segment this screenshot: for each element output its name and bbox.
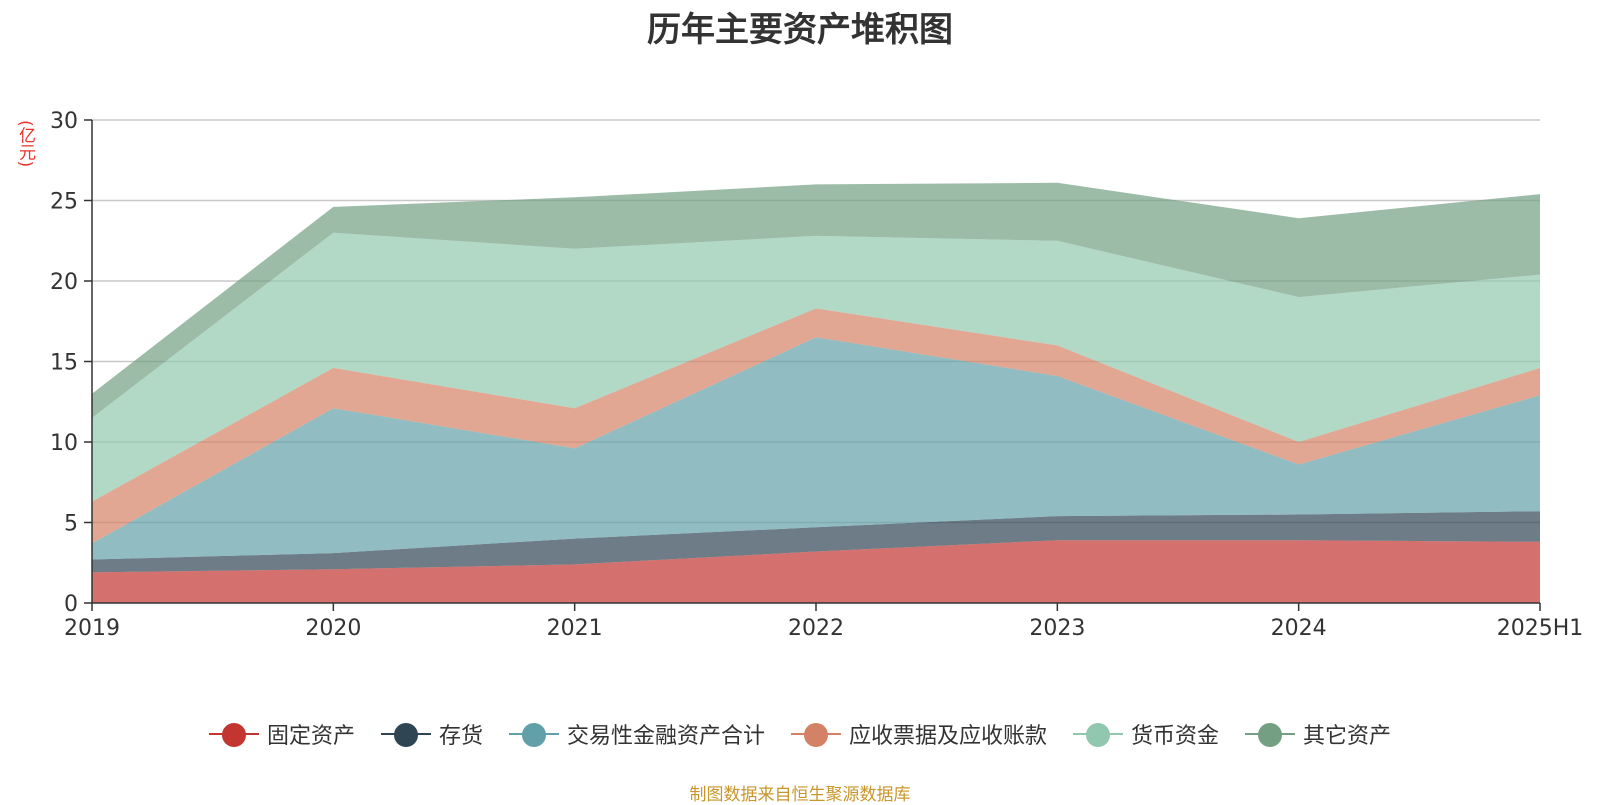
y-tick-label: 25: [50, 190, 78, 215]
legend-swatch-icon: [380, 720, 431, 748]
area-series-4: [92, 232, 1540, 502]
x-tick-label: 2019: [64, 616, 120, 641]
legend-item-5[interactable]: 其它资产: [1245, 718, 1391, 750]
source-note: 制图数据来自恒生聚源数据库: [689, 785, 911, 805]
legend-swatch-icon: [508, 720, 559, 748]
legend-label: 交易性金融资产合计: [566, 724, 765, 749]
area-series-3: [92, 308, 1540, 544]
area-series-0: [92, 540, 1540, 603]
y-tick-label: 5: [64, 512, 78, 537]
x-tick-label: 2025H1: [1497, 616, 1584, 641]
legend-item-0[interactable]: 固定资产: [208, 718, 355, 750]
area-series-layer: [92, 182, 1540, 603]
x-tick-label: 2024: [1271, 616, 1327, 641]
legend-swatch-icon: [791, 720, 841, 748]
legend-swatch-icon: [208, 720, 259, 748]
y-tick-label: 15: [50, 351, 78, 376]
area-series-2: [92, 337, 1540, 560]
y-tick-label: 0: [64, 592, 78, 617]
x-tick-label: 2021: [547, 616, 603, 641]
area-series-1: [92, 511, 1540, 573]
y-tick-label: 20: [50, 270, 78, 295]
legend-label: 存货: [438, 724, 483, 749]
chart-title: 历年主要资产堆积图: [647, 10, 953, 50]
legend-label: 其它资产: [1303, 724, 1392, 749]
legend-label: 应收票据及应收账款: [849, 724, 1048, 749]
legend-swatch-icon: [1245, 720, 1296, 748]
legend-label: 固定资产: [266, 724, 355, 749]
x-tick-label: 2020: [305, 616, 361, 641]
legend: 固定资产 存货 交易性金融资产合计 应收票据及应收账款 货币资金 其它资产: [0, 718, 1600, 750]
legend-item-4[interactable]: 货币资金: [1073, 718, 1219, 750]
area-series-5: [92, 182, 1540, 418]
legend-swatch-icon: [1073, 720, 1124, 748]
axes: 0 5 10 15 20 25 30 2019 2020 2021 2022 2023 2024 2025…: [50, 109, 1583, 641]
y-axis-unit-label: (亿元): [15, 120, 35, 168]
legend-item-2[interactable]: 交易性金融资产合计: [508, 718, 765, 750]
x-tick-label: 2022: [788, 616, 844, 641]
y-tick-label: 10: [50, 431, 78, 456]
legend-item-3[interactable]: 应收票据及应收账款: [791, 718, 1047, 750]
x-tick-label: 2023: [1029, 616, 1085, 641]
stacked-area-chart: 0 5 10 15 20 25 30 2019 2020 2021 2022 2023 2024 2025…: [50, 109, 1583, 641]
y-tick-label: 30: [50, 109, 78, 134]
legend-item-1[interactable]: 存货: [380, 718, 483, 750]
legend-label: 货币资金: [1131, 724, 1220, 749]
